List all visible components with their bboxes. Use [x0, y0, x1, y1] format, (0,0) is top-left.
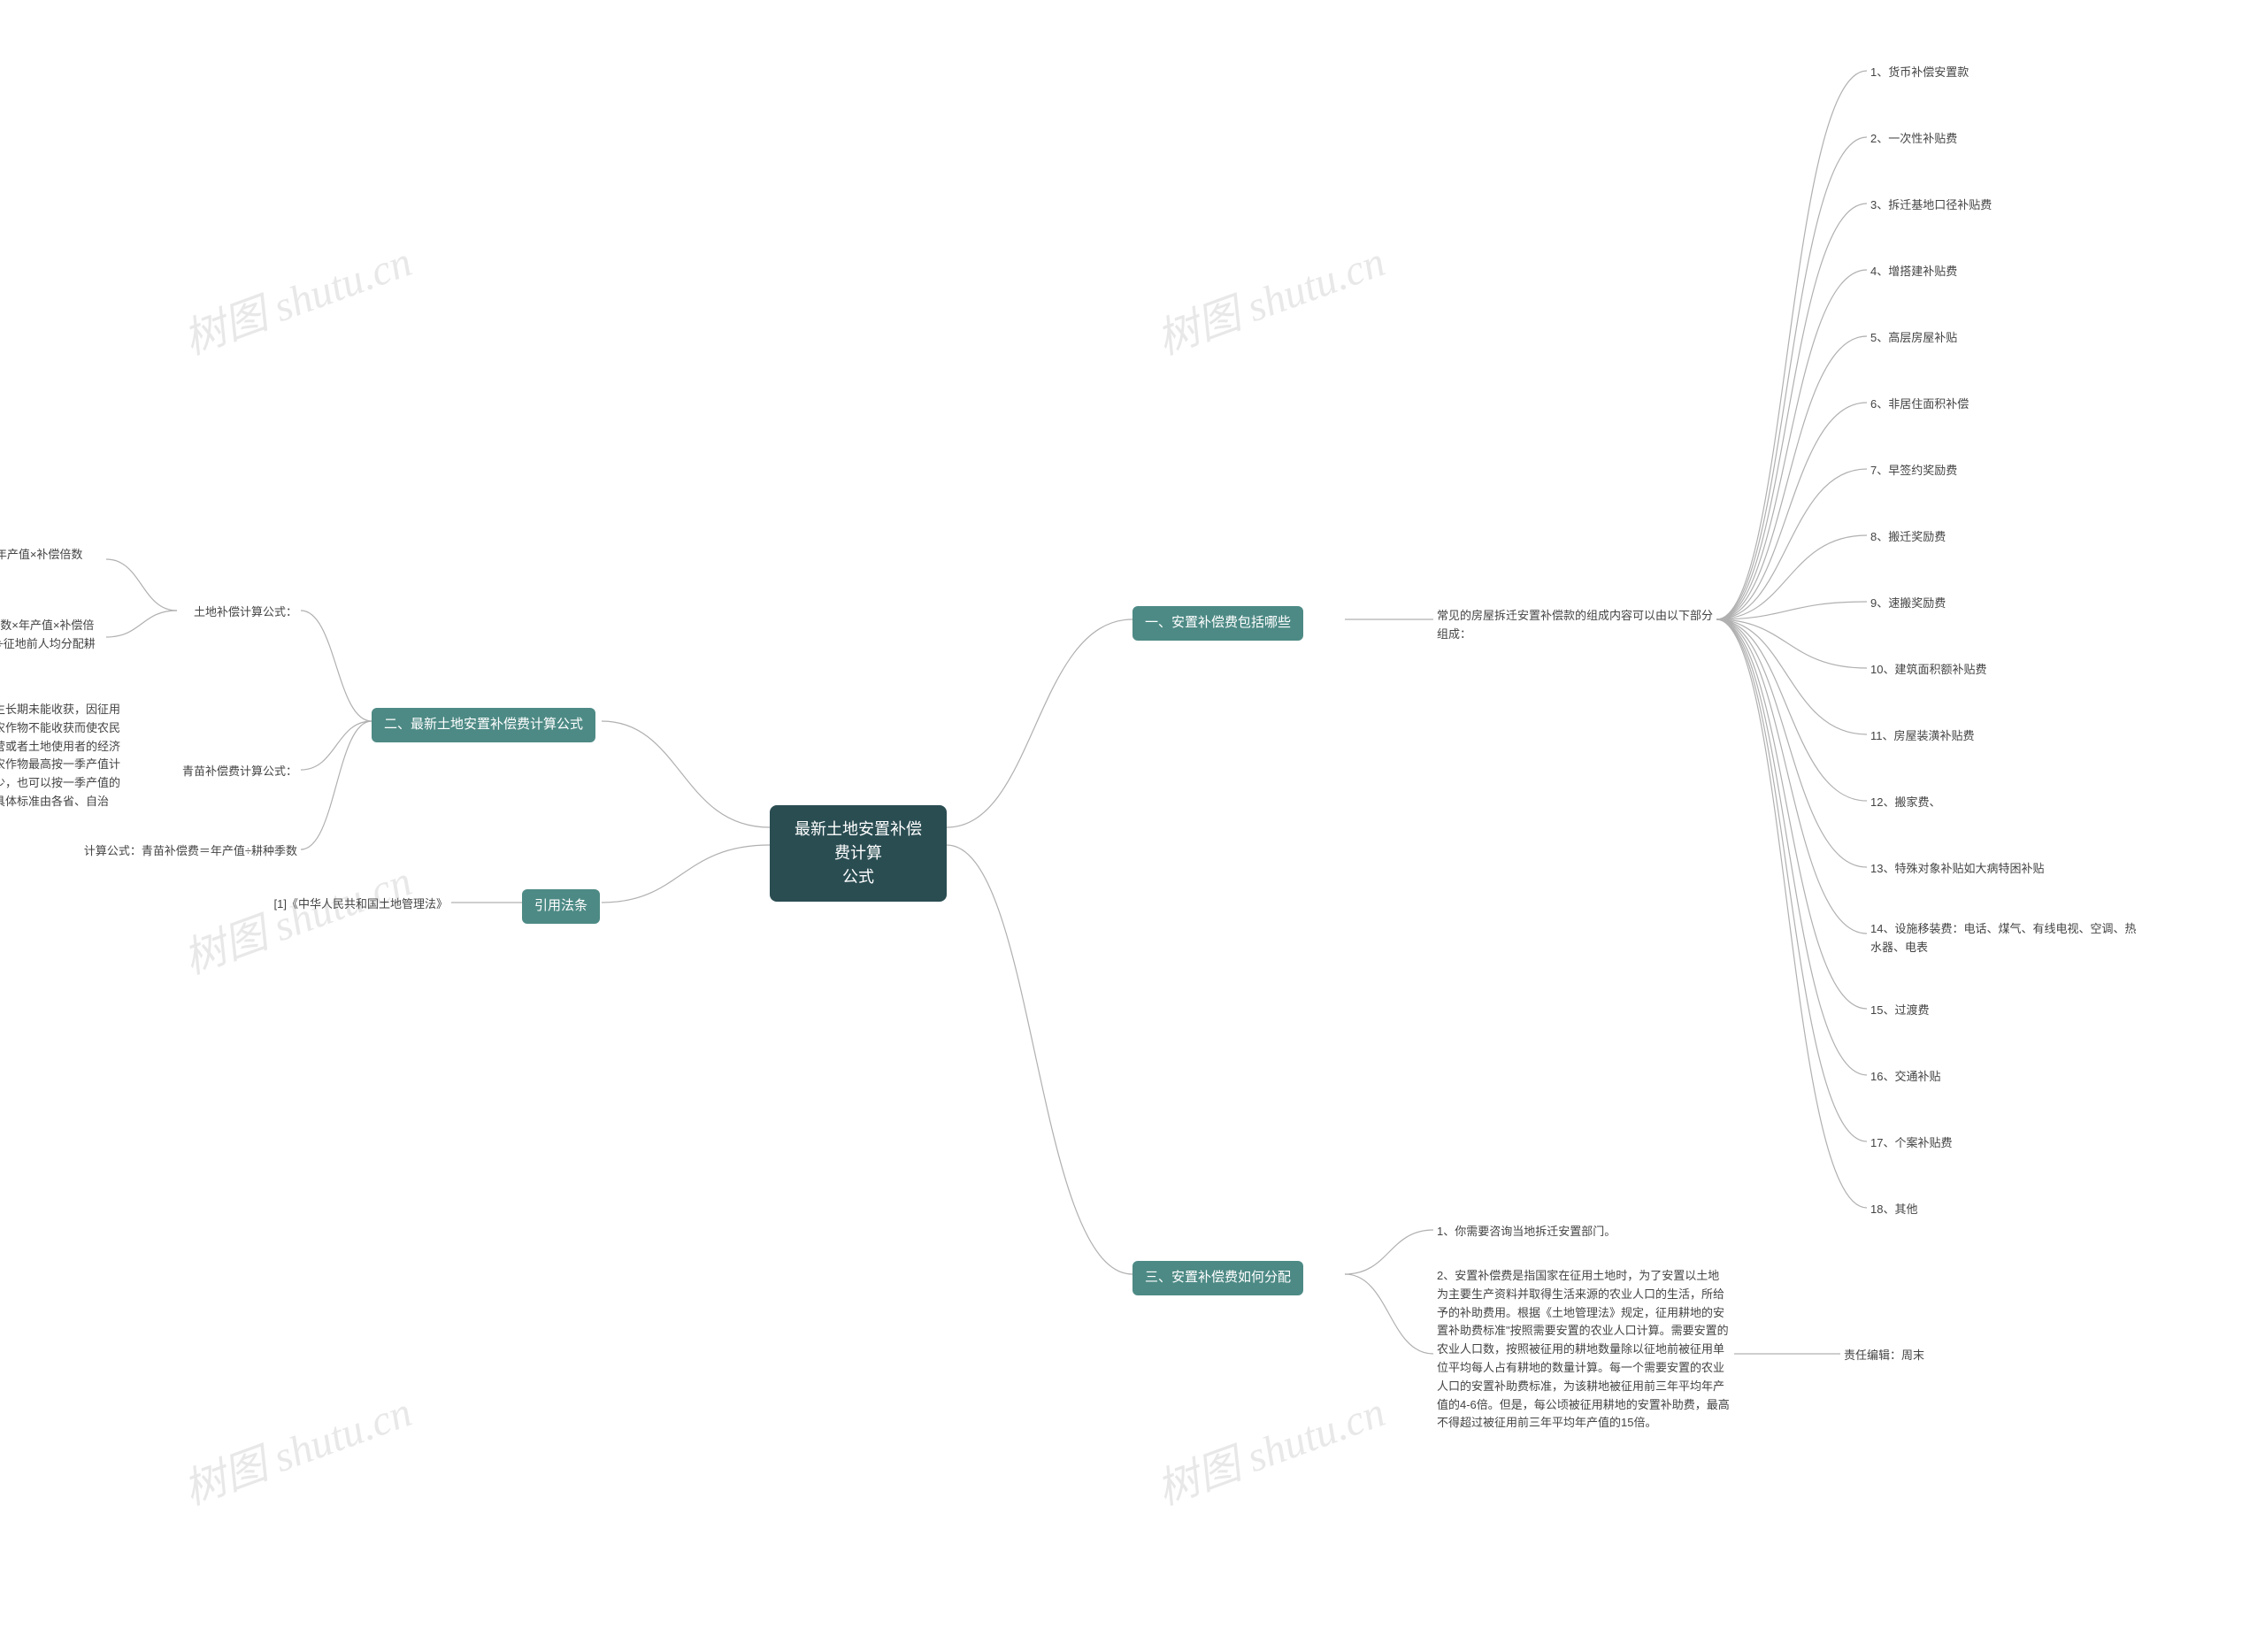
branch-1-item: 7、早签约奖励费 [1867, 460, 1961, 482]
branch-1-item: 11、房屋装潢补贴费 [1867, 726, 1978, 748]
branch-1-item: 4、增搭建补贴费 [1867, 261, 1961, 283]
watermark: 树图 shutu.cn [173, 227, 418, 366]
branch-2-sub1-label: 土地补偿计算公式： [177, 602, 301, 624]
branch-1-item: 8、搬迁奖励费 [1867, 526, 1949, 549]
branch-1-item: 14、设施移装费：电话、煤气、有线电视、空调、热水器、电表 [1867, 918, 2141, 959]
branch-1-item: 5、高层房屋补贴 [1867, 327, 1961, 350]
branch-4: 引用法条 [522, 889, 600, 924]
branch-1-item: 13、特殊对象补贴如大病特困补贴 [1867, 858, 2047, 880]
branch-1-sub: 常见的房屋拆迁安置补偿款的组成内容可以由以下部分组成： [1433, 605, 1716, 646]
branch-2-sub2-label: 青苗补偿费计算公式： [168, 761, 301, 783]
watermark: 树图 shutu.cn [173, 846, 418, 986]
branch-2-sub1-item2: 2、安置补助费＝需要安置的人数×年产值×补偿倍数 需要安置的人数＝被征地数÷征地… [0, 615, 106, 673]
branch-1-item: 15、过渡费 [1867, 1000, 1932, 1022]
branch-2-sub2-formula: 计算公式：青苗补偿费＝年产值÷耕种季数 [53, 841, 301, 863]
branch-2-sub1-item1: 1、土地补偿费＝被征地亩数×年产值×补偿倍数 [0, 544, 106, 566]
branch-3-item1: 1、你需要咨询当地拆迁安置部门。 [1433, 1221, 1619, 1243]
branch-1-item: 2、一次性补贴费 [1867, 128, 1961, 150]
branch-1-item: 3、拆迁基地口径补贴费 [1867, 195, 1995, 217]
root-title-line1: 最新土地安置补偿费计算 [789, 818, 927, 865]
branch-1-item: 10、建筑面积额补贴费 [1867, 659, 1990, 681]
branch-3-item2: 2、安置补偿费是指国家在征用土地时，为了安置以土地为主要生产资料并取得生活来源的… [1433, 1265, 1734, 1434]
branch-2: 二、最新土地安置补偿费计算公式 [372, 708, 595, 742]
branch-1-item: 12、搬家费、 [1867, 792, 1944, 814]
watermark: 树图 shutu.cn [1147, 1377, 1392, 1517]
branch-3-editor: 责任编辑：周末 [1840, 1345, 1928, 1367]
branch-1-item: 9、速搬奖励费 [1867, 593, 1949, 615]
connector-layer [0, 0, 2265, 1652]
watermark: 树图 shutu.cn [1147, 227, 1392, 366]
branch-1-item: 17、个案补贴费 [1867, 1133, 1955, 1155]
branch-1-item: 6、非居住面积补偿 [1867, 394, 1972, 416]
branch-4-item: [1]《中华人民共和国土地管理法》 [230, 894, 451, 916]
branch-3: 三、安置补偿费如何分配 [1132, 1261, 1303, 1295]
branch-2-sub2-desc: 青苗补偿费是指农作物正处于生长期未能收获，因征用土地需要及时让出土地，致使农作物… [0, 699, 124, 832]
branch-1: 一、安置补偿费包括哪些 [1132, 606, 1303, 641]
watermark: 树图 shutu.cn [173, 1377, 418, 1517]
root-title-line2: 公式 [789, 865, 927, 889]
branch-1-item: 1、货币补偿安置款 [1867, 62, 1972, 84]
root-node: 最新土地安置补偿费计算 公式 [770, 805, 947, 902]
branch-1-item: 16、交通补贴 [1867, 1066, 1944, 1088]
branch-1-item: 18、其他 [1867, 1199, 1921, 1221]
